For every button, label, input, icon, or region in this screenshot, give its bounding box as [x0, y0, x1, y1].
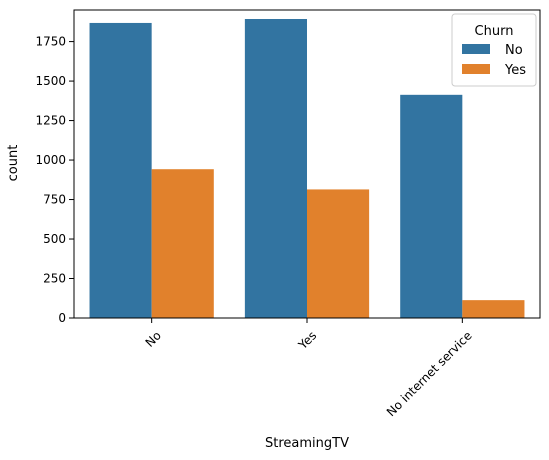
- bar-yes-churn-no: [244, 19, 307, 318]
- bar-no-churn-no: [89, 22, 152, 318]
- bar-yes-churn-yes: [307, 189, 370, 318]
- y-axis: 0 250 500 750 1000 1250 1500 1750: [35, 35, 74, 325]
- y-tick-label: 1000: [35, 153, 66, 167]
- y-tick-label: 1500: [35, 74, 66, 88]
- y-tick-label: 750: [43, 193, 66, 207]
- legend-label-no: No: [505, 43, 523, 58]
- bars-layer: [89, 19, 525, 318]
- legend: Churn No Yes: [451, 13, 537, 87]
- y-tick-label: 0: [58, 311, 66, 325]
- legend-label-yes: Yes: [504, 63, 526, 78]
- x-tick-label: Yes: [295, 328, 319, 352]
- bar-no-churn-yes: [151, 169, 214, 318]
- y-tick-label: 250: [43, 272, 66, 286]
- y-tick-label: 500: [43, 232, 66, 246]
- plot-frame: [73, 9, 541, 319]
- bar-no-internet-service-churn-no: [400, 94, 463, 318]
- x-tick-label: No internet service: [384, 328, 475, 419]
- legend-swatch-yes: [462, 64, 490, 74]
- x-axis: No Yes No internet service: [143, 318, 475, 419]
- legend-swatch-no: [462, 44, 490, 54]
- bar-no-internet-service-churn-yes: [462, 300, 525, 318]
- legend-title: Churn: [475, 24, 514, 39]
- x-axis-label: StreamingTV: [265, 436, 349, 451]
- y-axis-label: count: [6, 145, 21, 182]
- y-tick-label: 1750: [35, 35, 66, 49]
- x-tick-label: No: [143, 328, 164, 349]
- y-tick-label: 1250: [35, 114, 66, 128]
